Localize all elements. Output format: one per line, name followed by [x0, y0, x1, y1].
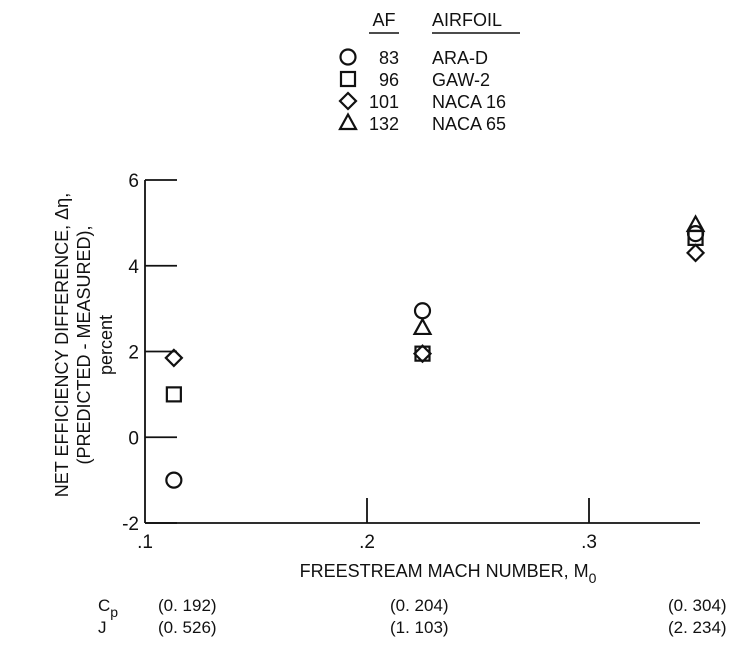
legend-marker-square: [339, 70, 357, 88]
x-tick-label: .2: [359, 532, 375, 553]
condition-label-text: C: [98, 596, 110, 615]
condition-value: (2. 234): [668, 618, 727, 637]
y-tick-label: 4: [128, 257, 139, 278]
data-point-circle: [413, 302, 432, 320]
x-axis-title-text: FREESTREAM MACH NUMBER, M: [300, 561, 589, 581]
data-point-diamond: [686, 243, 706, 263]
x-tick-label: .1: [137, 532, 153, 553]
condition-label-subscript: p: [110, 604, 118, 620]
x-axis-title: FREESTREAM MACH NUMBER, M0: [300, 561, 597, 586]
legend: AF AIRFOIL 83 ARA-D 96 GAW-2 101 NACA 16 132 NA…: [338, 10, 520, 134]
data-point-diamond: [412, 344, 433, 364]
legend-airfoil-name: NACA 16: [432, 92, 506, 112]
condition-value: (0. 204): [390, 596, 449, 615]
axes: -2 0 2 4 6 .1 .2 .3: [122, 171, 700, 553]
data-point-diamond: [164, 348, 184, 368]
y-axis-title-line-1: NET EFFICIENCY DIFFERENCE, Δη,: [52, 193, 72, 497]
condition-row-label: Cp: [98, 596, 118, 620]
y-tick-label: 6: [128, 171, 139, 192]
y-axis-title-line-2: (PREDICTED - MEASURED),: [74, 225, 94, 464]
data-markers: [164, 214, 706, 489]
y-axis-title-line-3: percent: [96, 315, 116, 375]
data-point-circle: [686, 224, 705, 243]
data-point-triangle: [685, 214, 706, 233]
data-point-circle: [165, 471, 183, 489]
x-axis-title-subscript: 0: [589, 570, 597, 586]
data-point-square: [414, 345, 431, 362]
condition-value: (1. 103): [390, 618, 449, 637]
legend-af-value: 83: [379, 48, 399, 68]
legend-rows: 83 ARA-D 96 GAW-2 101 NACA 16 132 NACA 65: [338, 48, 506, 134]
x-tick-label: .3: [581, 532, 597, 553]
condition-value: (0. 526): [158, 618, 217, 637]
legend-airfoil-name: NACA 65: [432, 114, 506, 134]
legend-marker-diamond: [338, 91, 358, 111]
legend-marker-triangle: [338, 112, 358, 131]
data-point-triangle: [412, 317, 433, 336]
legend-airfoil-name: ARA-D: [432, 48, 488, 68]
legend-header-airfoil: AIRFOIL: [432, 10, 502, 30]
condition-value: (0. 192): [158, 596, 217, 615]
legend-marker-circle: [339, 48, 357, 66]
legend-airfoil-name: GAW-2: [432, 70, 490, 90]
y-tick-label: 2: [128, 343, 139, 364]
y-tick-label: -2: [122, 514, 139, 535]
legend-af-value: 132: [369, 114, 399, 134]
condition-row-label: J: [98, 618, 107, 637]
legend-af-value: 101: [369, 92, 399, 112]
y-tick-label: 0: [128, 428, 139, 449]
condition-label-text: J: [98, 618, 107, 637]
legend-af-value: 96: [379, 70, 399, 90]
data-point-square: [165, 386, 182, 403]
condition-value: (0. 304): [668, 596, 727, 615]
condition-rows: Cp (0. 192) (0. 204) (0. 304) J (0. 526) (1. 1…: [98, 596, 727, 637]
y-axis-title: NET EFFICIENCY DIFFERENCE, Δη, (PREDICTE…: [52, 193, 116, 497]
legend-header-af: AF: [372, 10, 395, 30]
